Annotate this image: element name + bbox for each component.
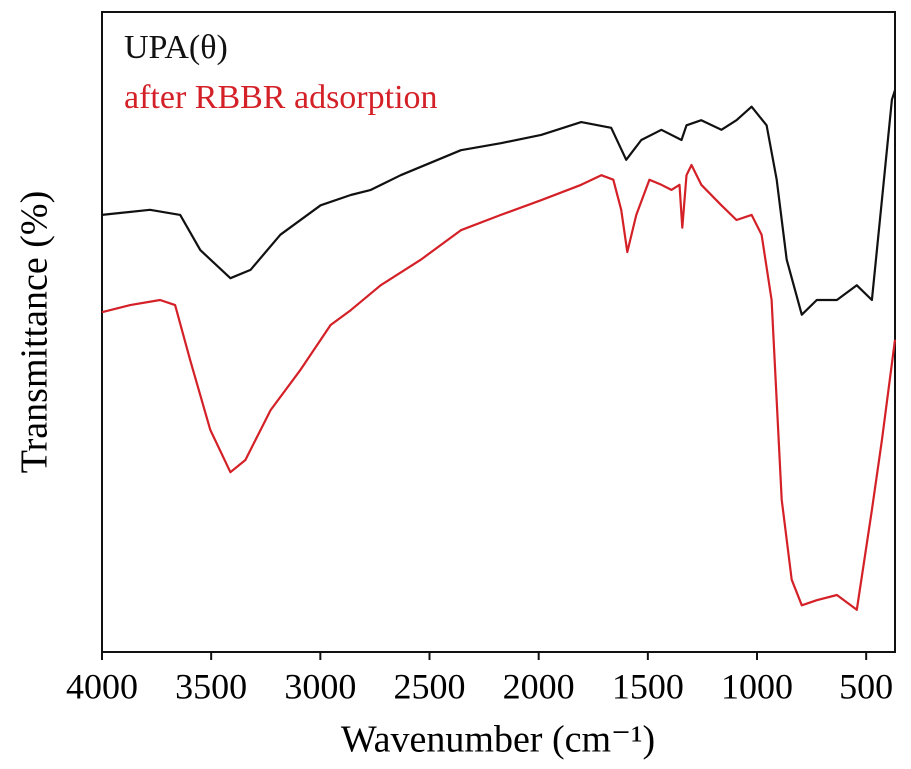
x-tick-label: 3500 [175,666,247,706]
legend-entry: UPA(θ) [124,29,228,66]
x-tick-label: 500 [839,666,893,706]
spectrum-line [101,89,897,316]
x-tick-label: 4000 [66,666,138,706]
x-tick-label: 1000 [721,666,793,706]
x-tick-label: 3000 [284,666,356,706]
x-tick-label: 1500 [612,666,684,706]
x-tick-label: 2000 [503,666,575,706]
plot-frame [101,11,896,653]
legend-entry: after RBBR adsorption [124,79,438,116]
y-axis-label: Transmittance (%) [14,191,56,473]
spectrum-line [101,163,897,611]
x-axis-label: Wavenumber (cm⁻¹) [341,719,655,761]
x-tick-label: 2500 [394,666,466,706]
